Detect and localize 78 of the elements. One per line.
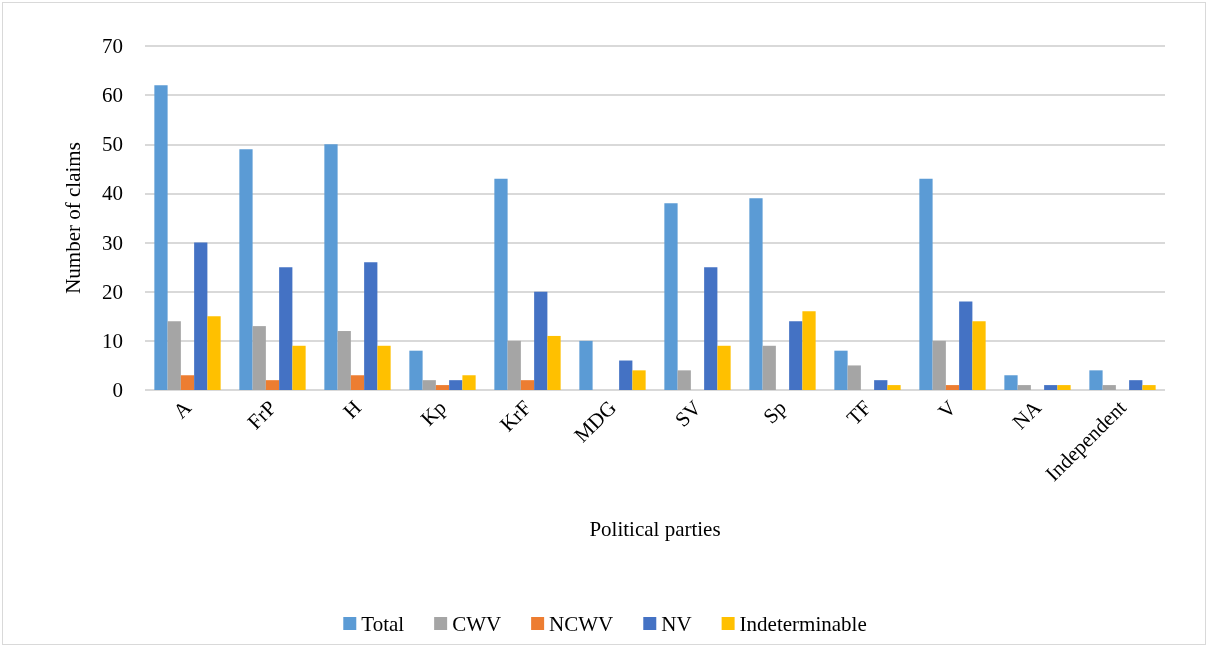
bar — [1129, 380, 1143, 390]
bar — [1142, 385, 1156, 390]
bar — [874, 380, 888, 390]
bar — [279, 267, 293, 390]
bar — [422, 380, 436, 390]
bar — [959, 301, 973, 390]
bar — [207, 316, 221, 390]
bar — [677, 370, 691, 390]
bar — [180, 375, 195, 390]
legend-label: NCWV — [549, 611, 614, 636]
bar — [364, 262, 378, 390]
bar — [449, 380, 463, 390]
x-tick-label: A — [168, 395, 196, 424]
bar — [579, 340, 593, 390]
bar — [749, 198, 763, 390]
x-tick-label: KrF — [495, 395, 536, 437]
bar — [1089, 370, 1103, 390]
bar — [547, 335, 561, 390]
bar — [520, 380, 535, 390]
y-tick-label: 20 — [102, 279, 123, 304]
x-tick-label: H — [338, 395, 366, 424]
bar — [507, 340, 521, 390]
bar — [1017, 385, 1031, 390]
bar — [762, 345, 776, 390]
y-axis-title: Number of claims — [60, 142, 85, 294]
bar — [377, 345, 391, 390]
legend-label: Total — [361, 611, 405, 636]
bar — [409, 350, 423, 390]
bar — [324, 144, 338, 390]
bar — [932, 340, 946, 390]
bar — [154, 85, 168, 390]
bar — [972, 321, 986, 390]
y-tick-label: 60 — [102, 83, 123, 108]
bar — [337, 331, 351, 390]
bar — [632, 370, 646, 390]
y-tick-label: 70 — [102, 34, 123, 58]
x-tick-label: Sp — [758, 395, 791, 429]
bar — [1044, 385, 1058, 390]
x-axis-title: Political parties — [589, 516, 721, 541]
bar — [887, 385, 901, 390]
bar — [619, 360, 633, 390]
bar — [239, 149, 253, 390]
bar — [252, 326, 266, 390]
bar — [847, 365, 861, 390]
legend-label: NV — [661, 611, 692, 636]
bar — [350, 375, 365, 390]
bar — [1057, 385, 1071, 390]
x-tick-label: Kp — [415, 395, 451, 431]
y-tick-label: 50 — [102, 132, 123, 157]
x-tick-label: TF — [841, 395, 876, 430]
y-tick-label: 30 — [102, 230, 123, 255]
bar — [789, 321, 803, 390]
bar — [265, 380, 280, 390]
bar — [945, 385, 960, 390]
bar — [919, 178, 933, 390]
bar — [717, 345, 731, 390]
legend-label: Indeterminable — [739, 611, 867, 636]
bar — [534, 291, 548, 390]
y-tick-label: 0 — [112, 378, 123, 402]
bar — [834, 350, 848, 390]
bar — [1102, 385, 1116, 390]
bar — [704, 267, 718, 390]
x-tick-label: SV — [670, 395, 706, 432]
bar — [802, 311, 816, 390]
bar — [167, 321, 181, 390]
bar — [292, 345, 306, 390]
y-tick-label: 10 — [102, 328, 123, 353]
legend-label: CWV — [452, 611, 502, 636]
bar — [664, 203, 678, 390]
x-tick-label: FrP — [242, 395, 281, 434]
bar — [1004, 375, 1018, 390]
bar — [494, 178, 508, 390]
x-tick-label: V — [933, 395, 961, 424]
bar — [435, 385, 450, 390]
y-tick-label: 40 — [102, 181, 123, 206]
bar — [462, 375, 476, 390]
bar — [194, 242, 208, 390]
x-tick-label: NA — [1007, 395, 1046, 434]
